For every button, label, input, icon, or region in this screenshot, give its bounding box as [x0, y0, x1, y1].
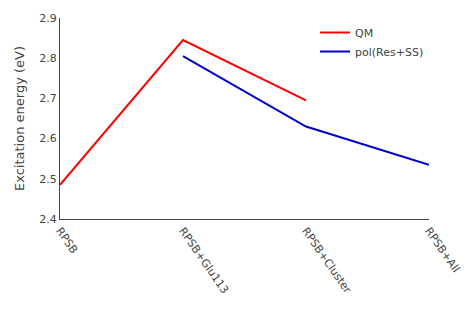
svg-text:Excitation energy (eV): Excitation energy (eV)	[12, 46, 27, 191]
svg-text:2.6: 2.6	[39, 132, 57, 145]
svg-text:2.5: 2.5	[39, 173, 57, 186]
svg-text:2.8: 2.8	[39, 52, 57, 65]
svg-text:RPSB+All: RPSB+All	[422, 225, 462, 275]
svg-text:RPSB+Glu113: RPSB+Glu113	[176, 225, 231, 296]
svg-text:RPSB+Cluster: RPSB+Cluster	[299, 225, 354, 296]
svg-text:QM: QM	[355, 27, 373, 40]
svg-text:2.4: 2.4	[39, 213, 57, 226]
svg-text:RPSB: RPSB	[53, 225, 80, 256]
svg-text:2.7: 2.7	[39, 92, 57, 105]
svg-text:pol(Res+SS): pol(Res+SS)	[355, 46, 423, 59]
svg-text:2.9: 2.9	[39, 12, 57, 25]
